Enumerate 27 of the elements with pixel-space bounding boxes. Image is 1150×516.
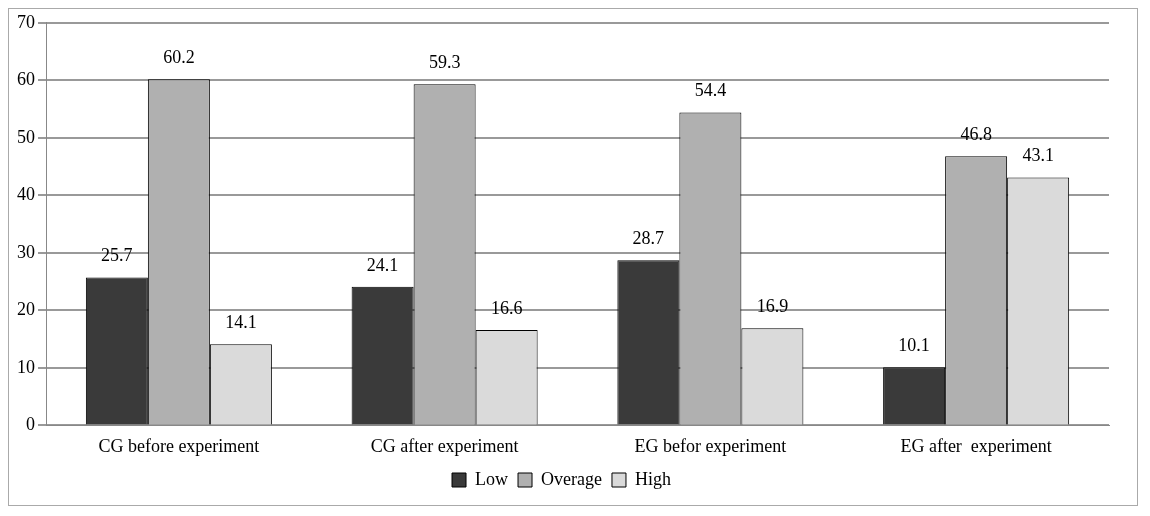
y-tick-label: 40 [17,184,35,205]
y-tick-label: 10 [17,356,35,377]
data-label: 59.3 [428,52,461,73]
data-label: 25.7 [101,245,133,266]
y-tick-label: 70 [17,11,35,32]
y-tick-label: 50 [17,126,35,147]
y-tick-label: 0 [26,414,35,435]
data-label: 54.4 [694,80,727,101]
legend-label: Overage [541,468,602,489]
data-label: 43.1 [1022,145,1054,166]
x-tick-label: CG before experiment [98,435,260,456]
data-label: 16.9 [756,295,789,316]
data-label: 10.1 [898,335,930,356]
legend-label: Low [475,468,509,489]
data-label: 24.1 [366,254,399,275]
legend-label: High [634,468,671,489]
y-tick-label: 60 [17,69,35,90]
x-tick-label: EG after experiment [900,435,1052,456]
data-label: 60.2 [163,46,195,67]
y-tick-label: 20 [17,299,35,320]
data-label: 16.6 [490,297,523,318]
y-tick-label: 30 [17,241,35,262]
data-label: 28.7 [632,228,665,249]
data-label: 46.8 [960,123,992,144]
x-tick-label: CG after experiment [370,435,519,456]
data-label: 14.1 [225,312,257,333]
x-tick-label: EG befor experiment [634,435,787,456]
